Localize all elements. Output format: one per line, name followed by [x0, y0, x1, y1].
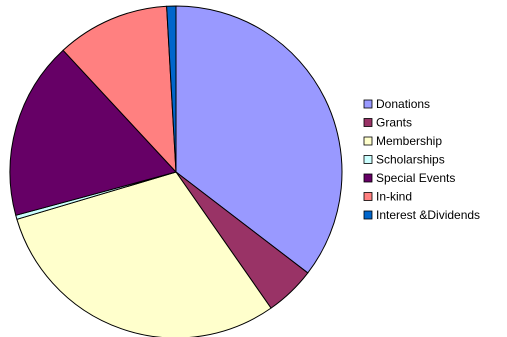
pie-slice-in-kind [62, 5, 177, 173]
legend-label-grants: Grants [376, 116, 412, 130]
legend: Donations Grants Membership Scholarships Spe… [363, 97, 480, 222]
legend-label-in-kind: In-kind [376, 190, 412, 204]
legend-swatch-scholarships [363, 155, 373, 164]
legend-swatch-special-events [363, 173, 373, 183]
legend-label-scholarships: Scholarships [376, 153, 445, 167]
legend-label-interest-dividends: Interest &Dividends [376, 208, 480, 222]
pie-slice-interest-dividends [166, 5, 177, 173]
legend-label-membership: Membership [376, 134, 442, 148]
legend-label-special-events: Special Events [376, 171, 455, 185]
legend-label-donations: Donations [376, 97, 430, 111]
legend-swatch-grants [363, 118, 373, 127]
pie-slice-membership [16, 171, 272, 337]
legend-swatch-donations [363, 99, 373, 109]
pie-slice-special-events [9, 49, 177, 216]
pie-slice-donations [175, 5, 343, 274]
pie-slices [9, 5, 343, 337]
legend-swatch-in-kind [363, 192, 373, 201]
legend-swatch-interest-dividends [363, 210, 373, 220]
legend-swatch-membership [363, 136, 373, 146]
